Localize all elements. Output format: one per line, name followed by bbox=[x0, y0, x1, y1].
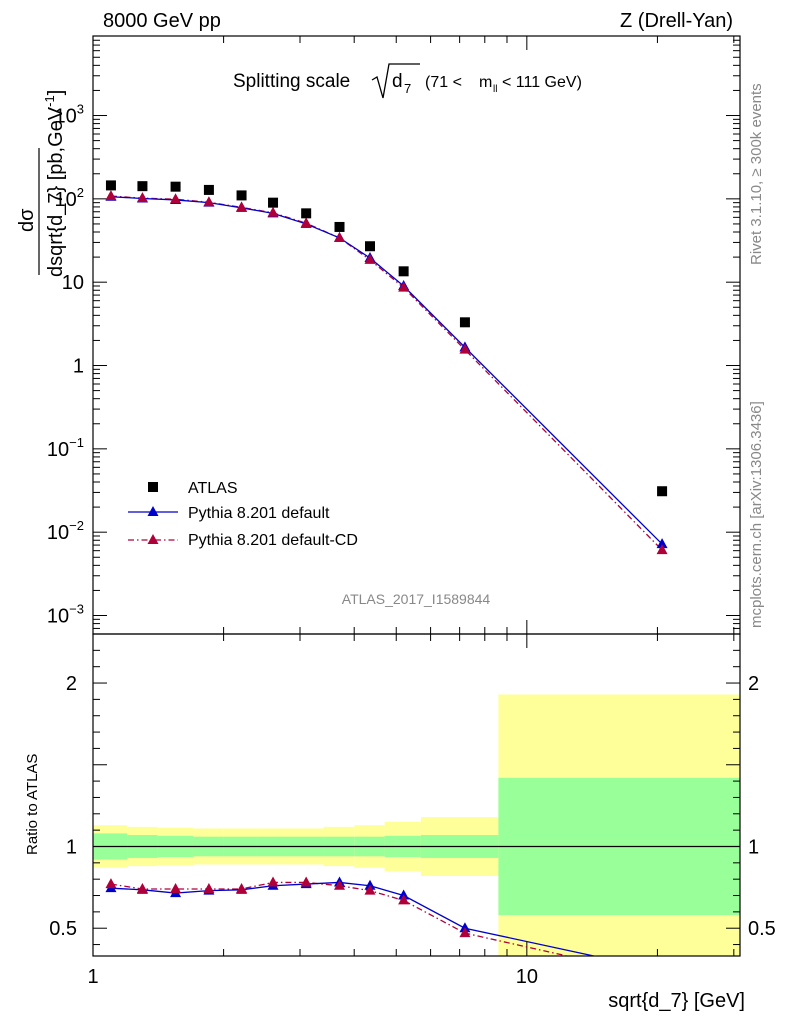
point-pythia-cd bbox=[267, 206, 279, 217]
ratio-point-pythia-cd bbox=[267, 876, 279, 887]
legend-marker-atlas bbox=[148, 482, 158, 492]
ratio-series bbox=[105, 876, 668, 981]
ratio-point-pythia-cd bbox=[236, 882, 248, 893]
point-atlas bbox=[459, 317, 470, 328]
point-pythia-cd bbox=[236, 201, 248, 212]
series-line-pythia-default bbox=[110, 196, 663, 545]
x-tick-label: 1 bbox=[87, 966, 98, 988]
title-text: Splitting scale bbox=[233, 71, 350, 92]
point-pythia-cd bbox=[459, 343, 471, 354]
point-atlas bbox=[364, 241, 375, 252]
y-tick-label-main: 103 bbox=[55, 102, 84, 128]
chart-title: Splitting scale d 7 (71 < m ll < 111 GeV… bbox=[233, 63, 582, 99]
point-atlas bbox=[203, 184, 214, 195]
ylabel-denominator-group: dsqrt{d_7} [pb,GeV-1] bbox=[42, 90, 67, 277]
point-atlas bbox=[105, 180, 116, 191]
y-tick-label-ratio-right: 0.5 bbox=[748, 918, 776, 940]
header-right: Z (Drell-Yan) bbox=[620, 10, 733, 32]
ylabel-exponent: -1 bbox=[42, 95, 57, 107]
legend: ATLAS Pythia 8.201 default Pythia 8.201 … bbox=[128, 480, 358, 549]
point-pythia-cd bbox=[136, 192, 148, 203]
analysis-watermark: ATLAS_2017_I1589844 bbox=[342, 591, 491, 607]
ratio-y-tick-labels: 2 2 1 1 0.5 0.5 bbox=[49, 673, 776, 940]
x-tick-labels: 1 10 bbox=[87, 966, 538, 988]
y-tick-label-main: 10−3 bbox=[47, 602, 84, 628]
point-pythia-default bbox=[656, 538, 668, 549]
y-tick-label-ratio-left: 1 bbox=[66, 836, 77, 858]
ratio-line-pythia-default bbox=[110, 881, 597, 956]
legend-marker-default bbox=[147, 506, 159, 516]
point-atlas bbox=[334, 221, 345, 232]
point-pythia-cd bbox=[656, 544, 668, 555]
point-pythia-cd bbox=[203, 196, 215, 207]
ylabel-numerator: dσ bbox=[16, 208, 38, 232]
legend-label-default: Pythia 8.201 default bbox=[188, 505, 330, 522]
point-atlas bbox=[301, 208, 312, 219]
ratio-point-pythia-cd bbox=[136, 882, 148, 893]
title-range-hi: < 111 GeV) bbox=[502, 74, 582, 91]
point-atlas bbox=[398, 266, 409, 277]
legend-label-cd: Pythia 8.201 default-CD bbox=[188, 532, 358, 549]
x-tick-label: 10 bbox=[516, 966, 538, 988]
y-tick-label-ratio-right: 1 bbox=[748, 836, 759, 858]
ylabel-denominator: dsqrt{d_7} [pb,GeV bbox=[45, 106, 67, 277]
point-atlas bbox=[236, 190, 247, 201]
y-tick-label-ratio-right: 2 bbox=[748, 673, 759, 695]
ratio-plot-frame bbox=[92, 633, 741, 957]
title-sqrt-d: d bbox=[392, 71, 403, 92]
y-tick-label-main: 10−1 bbox=[47, 435, 84, 461]
point-atlas bbox=[137, 181, 148, 192]
ratio-point-pythia-cd bbox=[300, 876, 312, 887]
ratio-point-pythia-cd bbox=[334, 879, 346, 890]
y-tick-label-ratio-left: 0.5 bbox=[49, 918, 77, 940]
mcplots-label: mcplots.cern.ch [arXiv:1306.3436] bbox=[748, 401, 765, 628]
point-pythia-cd bbox=[398, 281, 410, 292]
title-range-sub: ll bbox=[493, 84, 497, 95]
title-range-lo: (71 < bbox=[425, 74, 462, 91]
ratio-point-pythia-cd bbox=[203, 882, 215, 893]
title-range-m: m bbox=[479, 74, 492, 91]
point-pythia-cd bbox=[364, 253, 376, 264]
ylabel-close: ] bbox=[45, 90, 67, 96]
ratio-y-axis-label: Ratio to ATLAS bbox=[24, 754, 41, 855]
ratio-point-pythia-cd bbox=[657, 971, 668, 981]
y-tick-label-main: 102 bbox=[55, 185, 84, 211]
rivet-label: Rivet 3.1.10, ≥ 300k events bbox=[748, 83, 765, 265]
y-tick-label-main: 10−2 bbox=[47, 518, 84, 544]
axis-ticks bbox=[92, 35, 740, 956]
sqrt-symbol bbox=[371, 63, 420, 99]
point-pythia-cd bbox=[300, 217, 312, 228]
title-sqrt-sub: 7 bbox=[404, 81, 411, 96]
point-atlas bbox=[268, 197, 279, 208]
main-y-axis-label: dσ dsqrt{d_7} [pb,GeV-1] bbox=[16, 90, 67, 277]
header-left: 8000 GeV pp bbox=[103, 10, 221, 32]
main-series bbox=[105, 180, 668, 555]
point-pythia-cd bbox=[334, 231, 346, 242]
point-atlas bbox=[170, 181, 181, 192]
ratio-point-pythia-cd bbox=[170, 882, 182, 893]
ratio-line-pythia-cd bbox=[110, 881, 571, 956]
point-pythia-cd bbox=[170, 193, 182, 204]
x-axis-label: sqrt{d_7} [GeV] bbox=[608, 990, 745, 1012]
legend-marker-cd bbox=[147, 534, 159, 544]
legend-label-atlas: ATLAS bbox=[188, 480, 238, 497]
point-atlas bbox=[657, 486, 668, 497]
y-tick-label-main: 1 bbox=[73, 356, 84, 378]
ratio-point-pythia-cd bbox=[105, 878, 117, 889]
point-pythia-cd bbox=[105, 190, 117, 201]
y-tick-label-main: 10 bbox=[62, 272, 84, 294]
ratio-point-pythia-default bbox=[657, 965, 668, 975]
y-tick-label-ratio-left: 2 bbox=[66, 673, 77, 695]
ratio-point-pythia-cd bbox=[364, 884, 376, 895]
ratio-point-pythia-cd bbox=[398, 894, 410, 905]
ratio-point-pythia-cd bbox=[459, 927, 471, 938]
